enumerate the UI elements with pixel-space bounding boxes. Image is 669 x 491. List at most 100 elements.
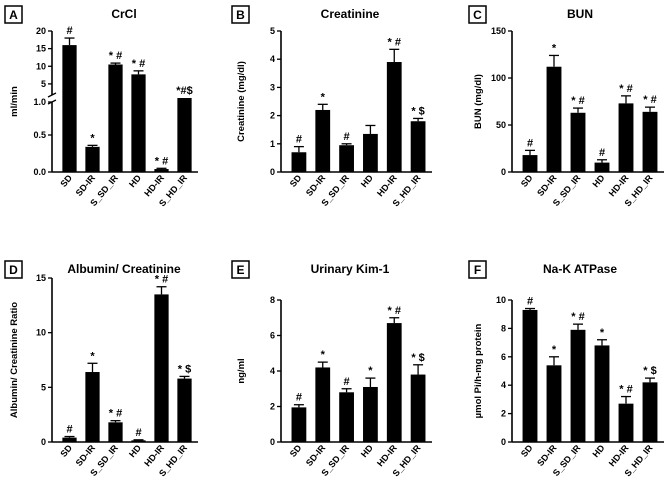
y-tick-label: 4 — [501, 380, 506, 390]
panel-letter-box — [231, 5, 250, 24]
significance-label: # — [527, 296, 533, 308]
bar-hd — [131, 440, 146, 442]
x-tick-label: HD-IR — [607, 442, 631, 468]
bar-s-hd-ir — [410, 374, 426, 442]
bar-sd — [62, 45, 77, 172]
bar-s-sd-ir — [108, 64, 123, 172]
x-tick-label: HD-IR — [607, 172, 631, 198]
y-tick-label: 10 — [36, 61, 46, 71]
y-tick-label: 5 — [41, 79, 46, 89]
x-tick-label: HD — [591, 442, 607, 459]
panel-letter-box — [231, 260, 250, 279]
bar-sd-ir — [85, 146, 100, 172]
y-tick-label: 8 — [501, 323, 506, 333]
bar-s-sd-ir — [339, 145, 354, 172]
significance-label: # — [344, 376, 350, 388]
bar-hd — [594, 162, 610, 172]
significance-label: # — [296, 134, 302, 146]
bar-s-sd-ir — [108, 422, 123, 442]
bar-hd-ir — [154, 169, 169, 172]
bar-sd — [522, 155, 538, 172]
y-axis-label: µmol Pi/h-mg protein — [473, 323, 484, 418]
x-tick-label: HD — [359, 172, 375, 189]
y-tick-label: 3 — [270, 82, 275, 92]
significance-label: * — [552, 344, 557, 356]
significance-label: * # — [155, 155, 168, 167]
bar-sd-ir — [315, 109, 331, 172]
significance-label: * # — [388, 36, 401, 48]
panel-letter-box — [4, 260, 23, 279]
x-tick-label: HD — [127, 172, 143, 189]
y-tick-label: 8 — [270, 295, 275, 305]
bar-s-sd-ir — [339, 392, 354, 442]
significance-label: * # — [619, 384, 632, 396]
significance-label: # — [66, 424, 72, 436]
x-tick-label: HD — [359, 442, 375, 459]
panel-letter: F — [474, 263, 481, 277]
x-tick-label: SD — [519, 442, 535, 458]
y-tick-label: 5 — [41, 382, 46, 392]
y-tick-label: 6 — [270, 331, 275, 341]
significance-label: # — [527, 137, 533, 149]
y-tick-label: 4 — [270, 366, 275, 376]
significance-label: * # — [643, 94, 656, 106]
bar-sd — [522, 309, 538, 442]
panel-e: E Urinary Kim-102468ng/ml#SD*SD-IR#S_SD_I… — [231, 260, 432, 478]
y-tick-label: 0 — [270, 437, 275, 447]
axis-break-mark — [47, 92, 57, 98]
significance-label: * # — [571, 95, 584, 107]
significance-label: * — [552, 42, 557, 54]
panel-letter-box — [4, 5, 23, 24]
x-tick-label: SD — [288, 442, 304, 458]
significance-label: * — [321, 349, 326, 361]
y-tick-label: 1 — [270, 139, 275, 149]
x-tick-label: SD-IR — [304, 442, 328, 468]
bar-s-hd-ir — [177, 98, 192, 172]
significance-label: * # — [619, 83, 632, 95]
bar-sd — [291, 152, 307, 172]
y-tick-label: 2 — [270, 402, 275, 412]
significance-label: * — [90, 132, 95, 144]
significance-label: * # — [109, 408, 122, 420]
y-tick-label: 1.0 — [33, 97, 46, 107]
y-tick-label: 0 — [501, 167, 506, 177]
significance-label: * — [321, 91, 326, 103]
significance-label: # — [599, 147, 605, 159]
y-axis-label: Albumin/ Creatinine Ratio — [9, 302, 20, 418]
bar-s-sd-ir — [570, 329, 586, 442]
y-tick-label: 0 — [41, 437, 46, 447]
bar-s-hd-ir — [410, 121, 426, 172]
bar-hd-ir — [154, 294, 169, 442]
bar-sd-ir — [85, 372, 100, 442]
panel-letter-box — [468, 260, 487, 279]
panel-letter: C — [473, 8, 482, 22]
x-tick-label: HD — [127, 442, 143, 459]
chart-title: Na-K ATPase — [543, 262, 617, 276]
significance-label: * $ — [178, 363, 191, 375]
y-tick-label: 15 — [36, 44, 46, 54]
y-axis-label: BUN (mg/dl) — [473, 74, 484, 129]
x-tick-label: SD — [519, 172, 535, 188]
significance-label: * $ — [411, 105, 424, 117]
y-tick-label: 4 — [270, 54, 275, 64]
x-tick-label: SD — [58, 172, 74, 188]
panel-letter: B — [236, 8, 245, 22]
y-tick-label: 0.5 — [33, 130, 46, 140]
y-axis-label: ml/min — [9, 86, 20, 117]
bar-sd-ir — [546, 66, 562, 172]
significance-label: * # — [132, 58, 145, 70]
y-tick-label: 0.0 — [33, 167, 46, 177]
y-tick-label: 10 — [36, 328, 46, 338]
panel-letter-box — [468, 5, 487, 24]
y-tick-label: 10 — [496, 295, 506, 305]
bar-hd — [131, 74, 146, 172]
significance-label: * — [90, 350, 95, 362]
significance-label: * # — [109, 50, 122, 62]
x-tick-label: SD-IR — [304, 172, 328, 198]
x-tick-label: SD-IR — [535, 172, 559, 198]
chart-title: Urinary Kim-1 — [311, 262, 390, 276]
significance-label: * # — [155, 274, 168, 286]
significance-label: * $ — [411, 352, 424, 364]
panel-letter: D — [9, 263, 18, 277]
